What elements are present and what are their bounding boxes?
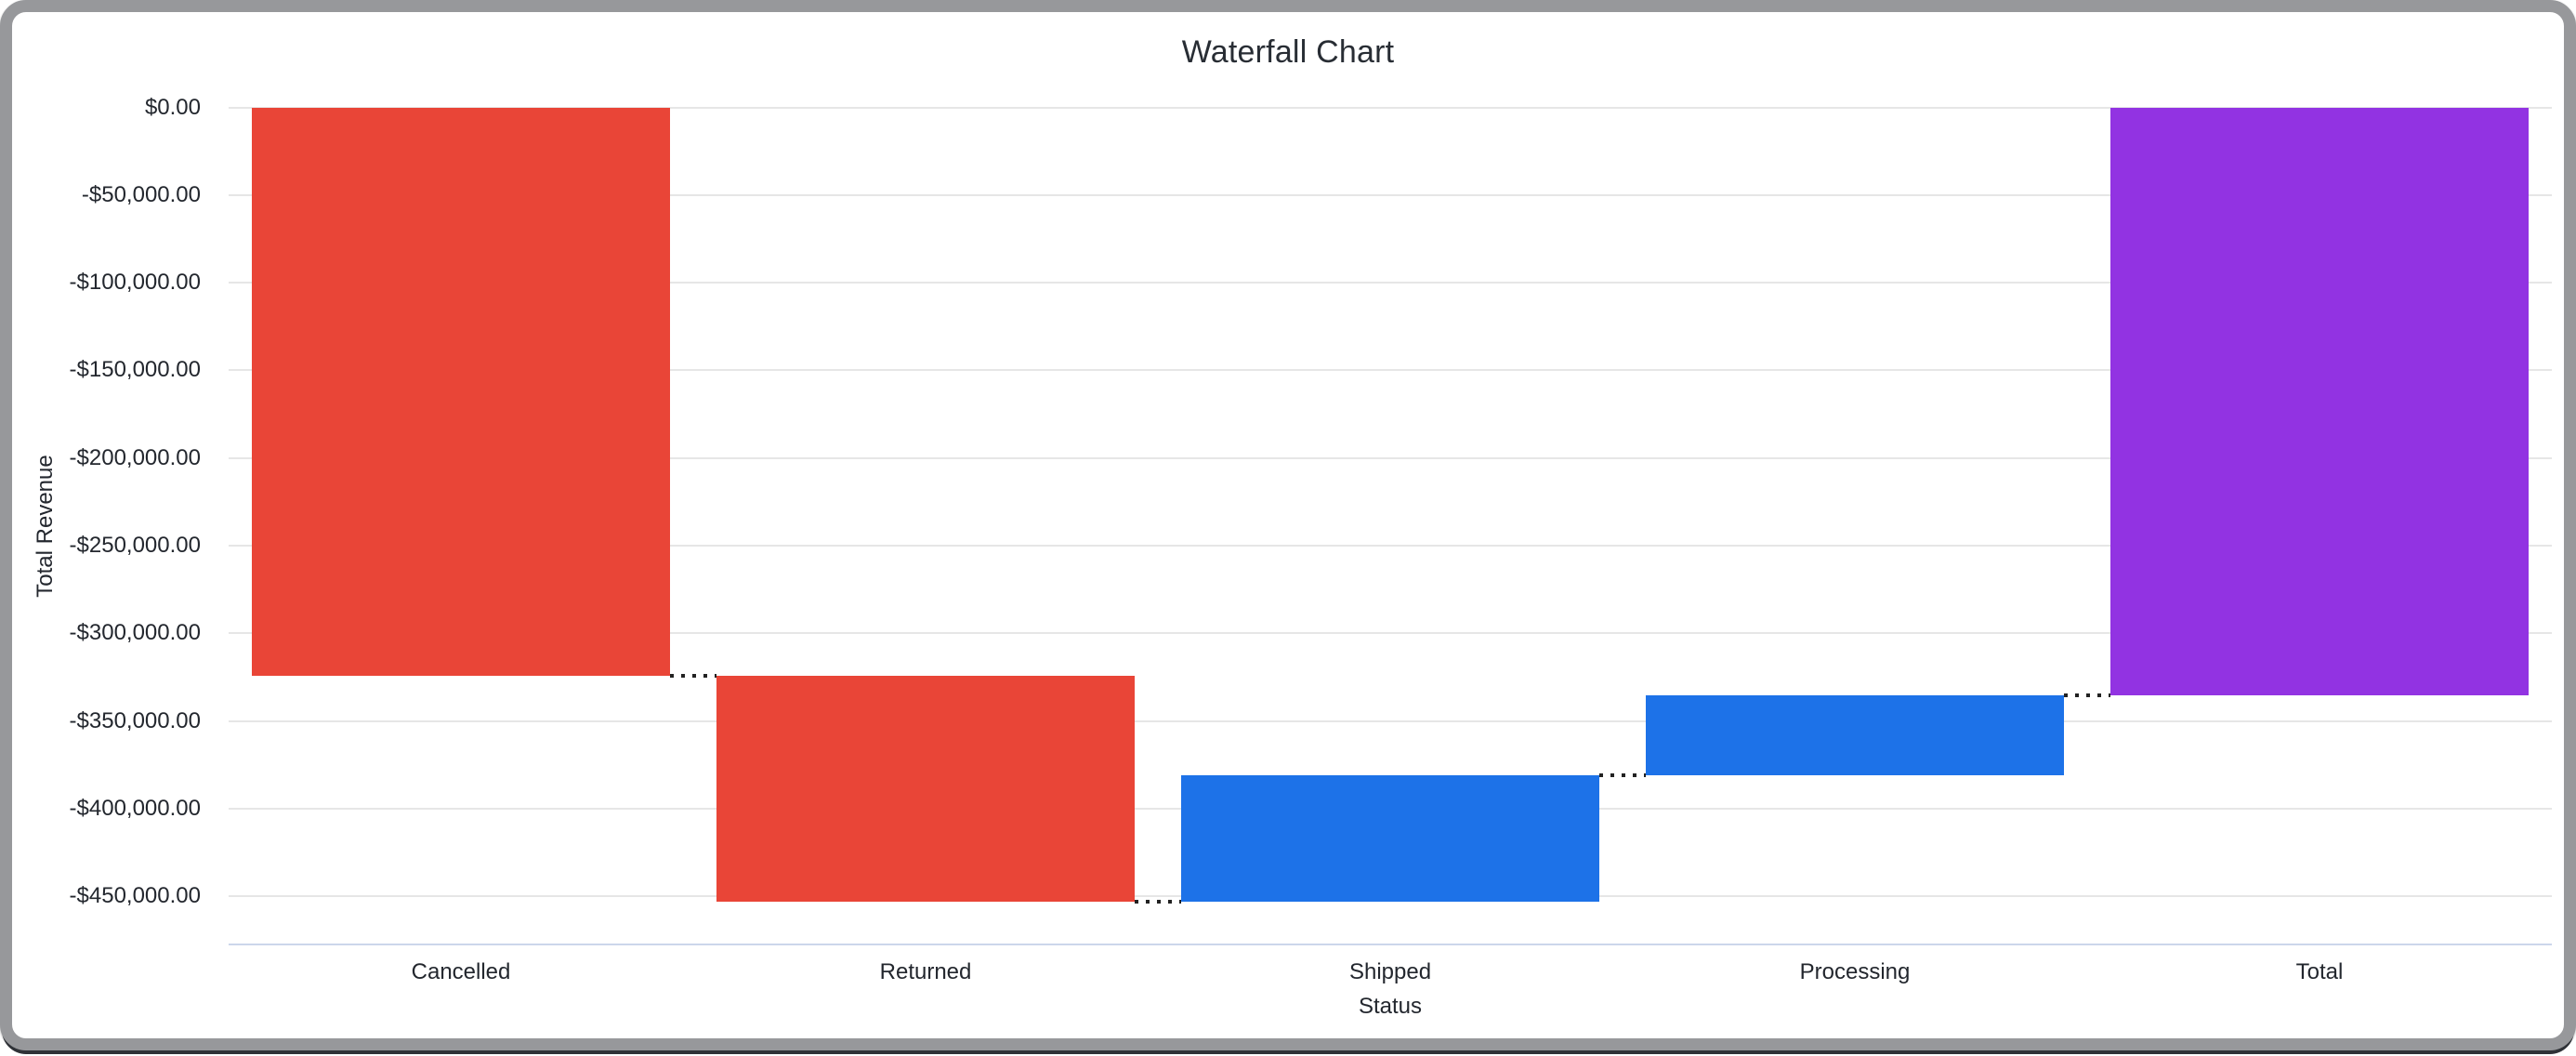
y-tick-label: $0.00 [144,94,201,120]
y-tick-label: -$350,000.00 [69,707,201,733]
x-tick-label-shipped: Shipped [1348,959,1432,984]
gridline [229,106,2552,109]
gridline [229,369,2552,372]
y-tick-label: -$450,000.00 [69,883,201,909]
y-tick-label: -$400,000.00 [69,796,201,822]
waterfall-connector [2064,693,2110,697]
y-tick-label: -$100,000.00 [69,270,201,296]
x-axis-line [229,944,2552,945]
bar-cancelled[interactable] [252,107,670,676]
y-tick-label: -$150,000.00 [69,357,201,383]
x-tick-label-returned: Returned [879,959,972,984]
waterfall-connector [1599,773,1646,778]
gridline [229,632,2552,635]
gridline [229,193,2552,196]
y-tick-label: -$200,000.00 [69,444,201,470]
gridline [229,545,2552,548]
y-axis-title: Total Revenue [33,455,58,598]
bar-processing[interactable] [1646,694,2064,776]
chart-title: Waterfall Chart [1181,34,1395,70]
x-axis-title: Status [1358,994,1423,1019]
x-tick-label-cancelled: Cancelled [411,959,511,984]
waterfall-connector [670,673,716,678]
y-tick-label: -$50,000.00 [81,181,201,207]
bar-total[interactable] [2110,107,2529,695]
y-tick-label: -$250,000.00 [69,533,201,559]
waterfall-connector [1135,900,1181,904]
bar-returned[interactable] [716,675,1135,903]
x-tick-label-processing: Processing [1799,959,1911,984]
y-tick-label: -$300,000.00 [69,620,201,646]
gridline [229,719,2552,722]
bar-shipped[interactable] [1181,775,1599,903]
gridline [229,456,2552,459]
x-tick-label-total: Total [2295,959,2344,984]
gridline [229,282,2552,284]
